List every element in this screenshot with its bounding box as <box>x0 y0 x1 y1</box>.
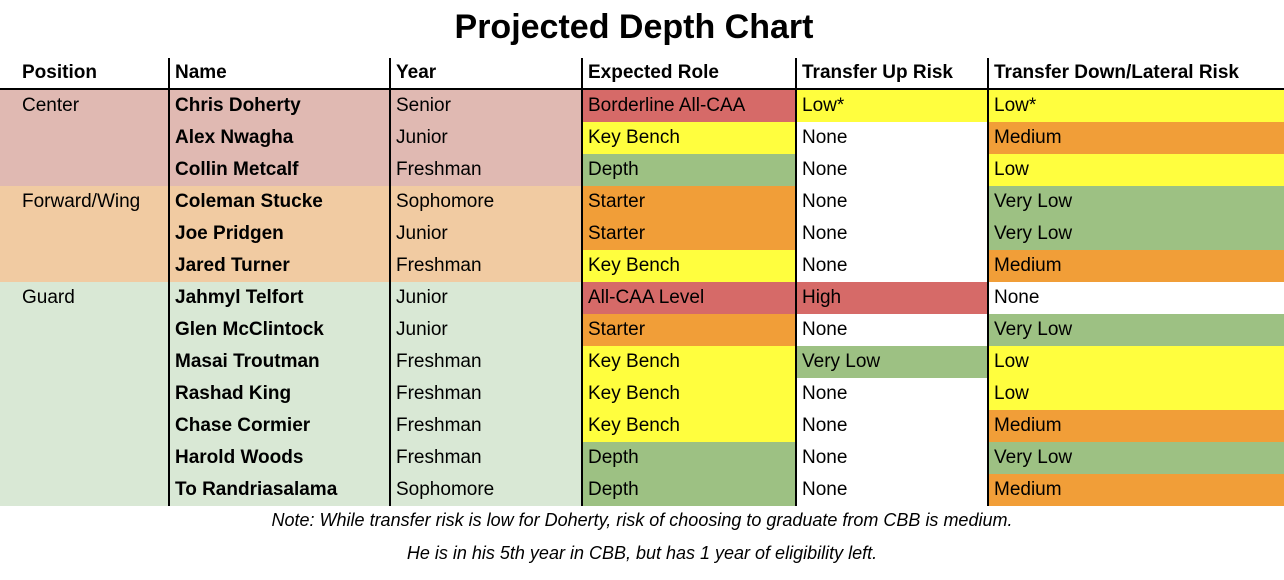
transfer-down-risk-cell: Very Low <box>987 218 1284 250</box>
position-cell <box>0 314 168 346</box>
transfer-down-risk-cell: Low <box>987 346 1284 378</box>
header-name: Name <box>168 58 389 90</box>
transfer-up-risk-cell: None <box>795 186 987 218</box>
year-cell: Senior <box>389 90 581 122</box>
expected-role-cell: Depth <box>581 442 795 474</box>
player-name-cell: Harold Woods <box>168 442 389 474</box>
year-cell: Junior <box>389 218 581 250</box>
transfer-down-risk-cell: Very Low <box>987 186 1284 218</box>
position-cell <box>0 442 168 474</box>
player-name-cell: Glen McClintock <box>168 314 389 346</box>
transfer-up-risk-cell: None <box>795 154 987 186</box>
transfer-up-risk-cell: None <box>795 410 987 442</box>
position-cell: Forward/Wing <box>0 186 168 218</box>
header-year: Year <box>389 58 581 90</box>
expected-role-cell: All-CAA Level <box>581 282 795 314</box>
transfer-down-risk-cell: Low <box>987 154 1284 186</box>
transfer-up-risk-cell: None <box>795 250 987 282</box>
player-name-cell: Rashad King <box>168 378 389 410</box>
position-cell <box>0 218 168 250</box>
header-transfer-up-risk: Transfer Up Risk <box>795 58 987 90</box>
transfer-up-risk-cell: None <box>795 474 987 506</box>
position-cell <box>0 154 168 186</box>
position-cell <box>0 378 168 410</box>
transfer-down-risk-cell: Low* <box>987 90 1284 122</box>
position-cell <box>0 474 168 506</box>
transfer-up-risk-cell: None <box>795 442 987 474</box>
expected-role-cell: Starter <box>581 186 795 218</box>
transfer-up-risk-cell: None <box>795 314 987 346</box>
year-cell: Junior <box>389 314 581 346</box>
expected-role-cell: Key Bench <box>581 378 795 410</box>
transfer-down-risk-cell: Low <box>987 378 1284 410</box>
expected-role-cell: Key Bench <box>581 346 795 378</box>
player-name-cell: Alex Nwagha <box>168 122 389 154</box>
player-name-cell: Chris Doherty <box>168 90 389 122</box>
player-name-cell: To Randriasalama <box>168 474 389 506</box>
year-cell: Freshman <box>389 346 581 378</box>
year-cell: Freshman <box>389 442 581 474</box>
year-cell: Freshman <box>389 154 581 186</box>
header-transfer-down-risk: Transfer Down/Lateral Risk <box>987 58 1284 90</box>
expected-role-cell: Key Bench <box>581 410 795 442</box>
position-cell <box>0 346 168 378</box>
player-name-cell: Masai Troutman <box>168 346 389 378</box>
transfer-up-risk-cell: None <box>795 378 987 410</box>
header-position: Position <box>0 58 168 90</box>
expected-role-cell: Depth <box>581 474 795 506</box>
transfer-up-risk-cell: High <box>795 282 987 314</box>
header-expected-role: Expected Role <box>581 58 795 90</box>
player-name-cell: Jahmyl Telfort <box>168 282 389 314</box>
position-cell <box>0 122 168 154</box>
page-title: Projected Depth Chart <box>454 8 814 46</box>
player-name-cell: Jared Turner <box>168 250 389 282</box>
transfer-down-risk-cell: Medium <box>987 410 1284 442</box>
expected-role-cell: Borderline All-CAA <box>581 90 795 122</box>
year-cell: Freshman <box>389 410 581 442</box>
player-name-cell: Chase Cormier <box>168 410 389 442</box>
transfer-down-risk-cell: Very Low <box>987 442 1284 474</box>
expected-role-cell: Key Bench <box>581 250 795 282</box>
expected-role-cell: Starter <box>581 314 795 346</box>
expected-role-cell: Depth <box>581 154 795 186</box>
player-name-cell: Joe Pridgen <box>168 218 389 250</box>
note-line-1: Note: While transfer risk is low for Doh… <box>271 510 1013 530</box>
transfer-up-risk-cell: Low* <box>795 90 987 122</box>
year-cell: Sophomore <box>389 474 581 506</box>
year-cell: Junior <box>389 122 581 154</box>
position-cell: Guard <box>0 282 168 314</box>
position-cell: Center <box>0 90 168 122</box>
expected-role-cell: Key Bench <box>581 122 795 154</box>
depth-chart-table: Position Name Year Expected Role Transfe… <box>0 58 1284 506</box>
transfer-up-risk-cell: None <box>795 218 987 250</box>
transfer-down-risk-cell: Medium <box>987 474 1284 506</box>
year-cell: Freshman <box>389 250 581 282</box>
expected-role-cell: Starter <box>581 218 795 250</box>
year-cell: Freshman <box>389 378 581 410</box>
player-name-cell: Coleman Stucke <box>168 186 389 218</box>
transfer-up-risk-cell: Very Low <box>795 346 987 378</box>
transfer-down-risk-cell: None <box>987 282 1284 314</box>
transfer-down-risk-cell: Medium <box>987 250 1284 282</box>
transfer-down-risk-cell: Medium <box>987 122 1284 154</box>
transfer-down-risk-cell: Very Low <box>987 314 1284 346</box>
year-cell: Junior <box>389 282 581 314</box>
position-cell <box>0 250 168 282</box>
year-cell: Sophomore <box>389 186 581 218</box>
player-name-cell: Collin Metcalf <box>168 154 389 186</box>
note-line-2: He is in his 5th year in CBB, but has 1 … <box>406 543 878 563</box>
position-cell <box>0 410 168 442</box>
transfer-up-risk-cell: None <box>795 122 987 154</box>
